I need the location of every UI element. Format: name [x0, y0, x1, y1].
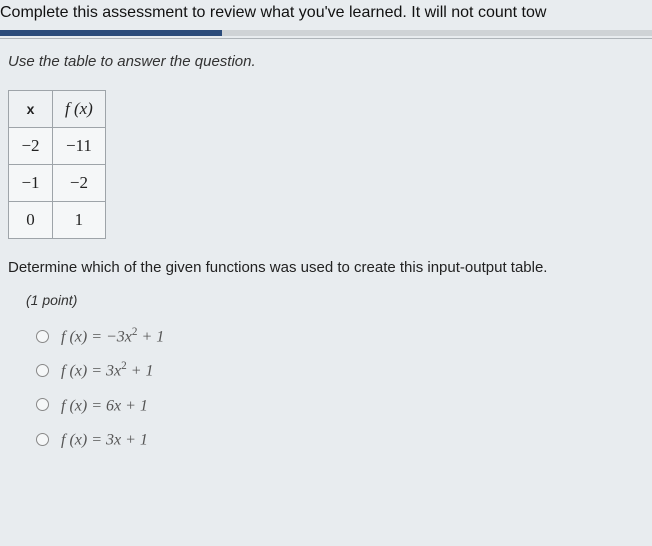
progress-fill	[0, 30, 222, 36]
col-header-fx: f (x)	[53, 91, 106, 128]
option-label: f (x) = 6x + 1	[61, 395, 148, 415]
cell-fx: 1	[53, 202, 106, 239]
question-content: Use the table to answer the question. x …	[0, 53, 652, 449]
table-row: −2 −11	[9, 128, 106, 165]
question-prompt: Determine which of the given functions w…	[8, 259, 644, 276]
table-row: 0 1	[9, 202, 106, 239]
points-label: (1 point)	[26, 292, 644, 308]
option-label: f (x) = −3x2 + 1	[61, 326, 164, 346]
cell-x: −2	[9, 128, 53, 165]
option-label: f (x) = 3x + 1	[61, 429, 148, 449]
table-header-row: x f (x)	[9, 91, 106, 128]
instruction-text: Use the table to answer the question.	[8, 53, 644, 70]
table-row: −1 −2	[9, 165, 106, 202]
radio-icon	[36, 330, 49, 343]
radio-icon	[36, 433, 49, 446]
option-c[interactable]: f (x) = 6x + 1	[36, 395, 644, 415]
divider	[0, 38, 652, 39]
option-b[interactable]: f (x) = 3x2 + 1	[36, 360, 644, 380]
radio-icon	[36, 398, 49, 411]
progress-bar	[0, 30, 652, 36]
option-label: f (x) = 3x2 + 1	[61, 360, 154, 380]
cell-x: −1	[9, 165, 53, 202]
option-d[interactable]: f (x) = 3x + 1	[36, 429, 644, 449]
col-header-x: x	[9, 91, 53, 128]
options-group: f (x) = −3x2 + 1 f (x) = 3x2 + 1 f (x) =…	[36, 326, 644, 449]
cell-fx: −11	[53, 128, 106, 165]
cell-x: 0	[9, 202, 53, 239]
option-a[interactable]: f (x) = −3x2 + 1	[36, 326, 644, 346]
radio-icon	[36, 364, 49, 377]
cell-fx: −2	[53, 165, 106, 202]
io-table: x f (x) −2 −11 −1 −2 0 1	[8, 90, 106, 239]
assessment-header: Complete this assessment to review what …	[0, 0, 652, 30]
